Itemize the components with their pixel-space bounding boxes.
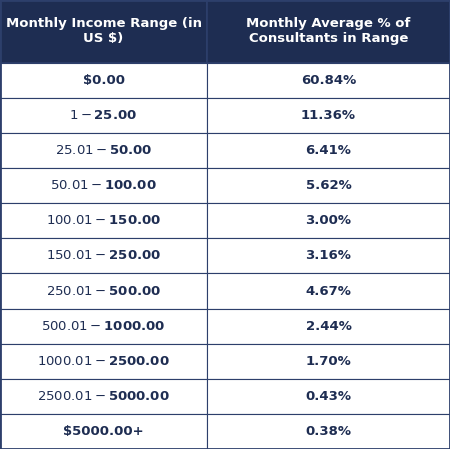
Bar xyxy=(0,379,207,414)
Text: 6.41%: 6.41% xyxy=(306,144,351,157)
Bar xyxy=(0,238,207,273)
Text: Monthly Income Range (in US $): Monthly Income Range (in US $) xyxy=(5,18,202,45)
Text: $150.01- $250.00: $150.01- $250.00 xyxy=(46,250,161,262)
Text: 3.16%: 3.16% xyxy=(306,250,351,262)
Bar xyxy=(0,308,207,343)
Text: $500.01- $1000.00: $500.01- $1000.00 xyxy=(41,320,166,333)
Text: $5000.00+: $5000.00+ xyxy=(63,425,144,438)
Bar xyxy=(207,63,450,98)
Text: 3.00%: 3.00% xyxy=(306,214,351,227)
Bar xyxy=(0,343,207,379)
Text: 0.38%: 0.38% xyxy=(306,425,351,438)
Bar xyxy=(207,133,450,168)
Text: $1000.01-$2500.00: $1000.01-$2500.00 xyxy=(37,355,170,368)
Text: $1- $25.00: $1- $25.00 xyxy=(69,109,138,122)
Bar xyxy=(0,98,207,133)
Text: Monthly Average % of Consultants in Range: Monthly Average % of Consultants in Rang… xyxy=(246,18,411,45)
Text: $0.00: $0.00 xyxy=(82,74,125,87)
Bar xyxy=(207,343,450,379)
Bar xyxy=(0,133,207,168)
Text: $250.01- $500.00: $250.01- $500.00 xyxy=(46,285,161,298)
Bar xyxy=(0,203,207,238)
Bar xyxy=(0,168,207,203)
Bar xyxy=(207,168,450,203)
Text: 5.62%: 5.62% xyxy=(306,179,351,192)
Text: $100.01- $150.00: $100.01- $150.00 xyxy=(46,214,161,227)
Bar xyxy=(207,98,450,133)
Bar xyxy=(0,414,207,449)
Text: 1.70%: 1.70% xyxy=(306,355,351,368)
Bar xyxy=(207,203,450,238)
Bar xyxy=(0,0,207,63)
Text: 0.43%: 0.43% xyxy=(306,390,351,403)
Bar xyxy=(207,273,450,308)
Bar xyxy=(207,308,450,343)
Text: 11.36%: 11.36% xyxy=(301,109,356,122)
Bar xyxy=(207,379,450,414)
Text: $50.01- $100.00: $50.01- $100.00 xyxy=(50,179,157,192)
Text: 2.44%: 2.44% xyxy=(306,320,351,333)
Text: $25.01- $50.00: $25.01- $50.00 xyxy=(55,144,152,157)
Text: $2500.01- $5000.00: $2500.01- $5000.00 xyxy=(37,390,170,403)
Bar xyxy=(207,414,450,449)
Text: 4.67%: 4.67% xyxy=(306,285,351,298)
Bar xyxy=(207,238,450,273)
Bar xyxy=(0,273,207,308)
Bar xyxy=(0,63,207,98)
Text: 60.84%: 60.84% xyxy=(301,74,356,87)
Bar xyxy=(207,0,450,63)
